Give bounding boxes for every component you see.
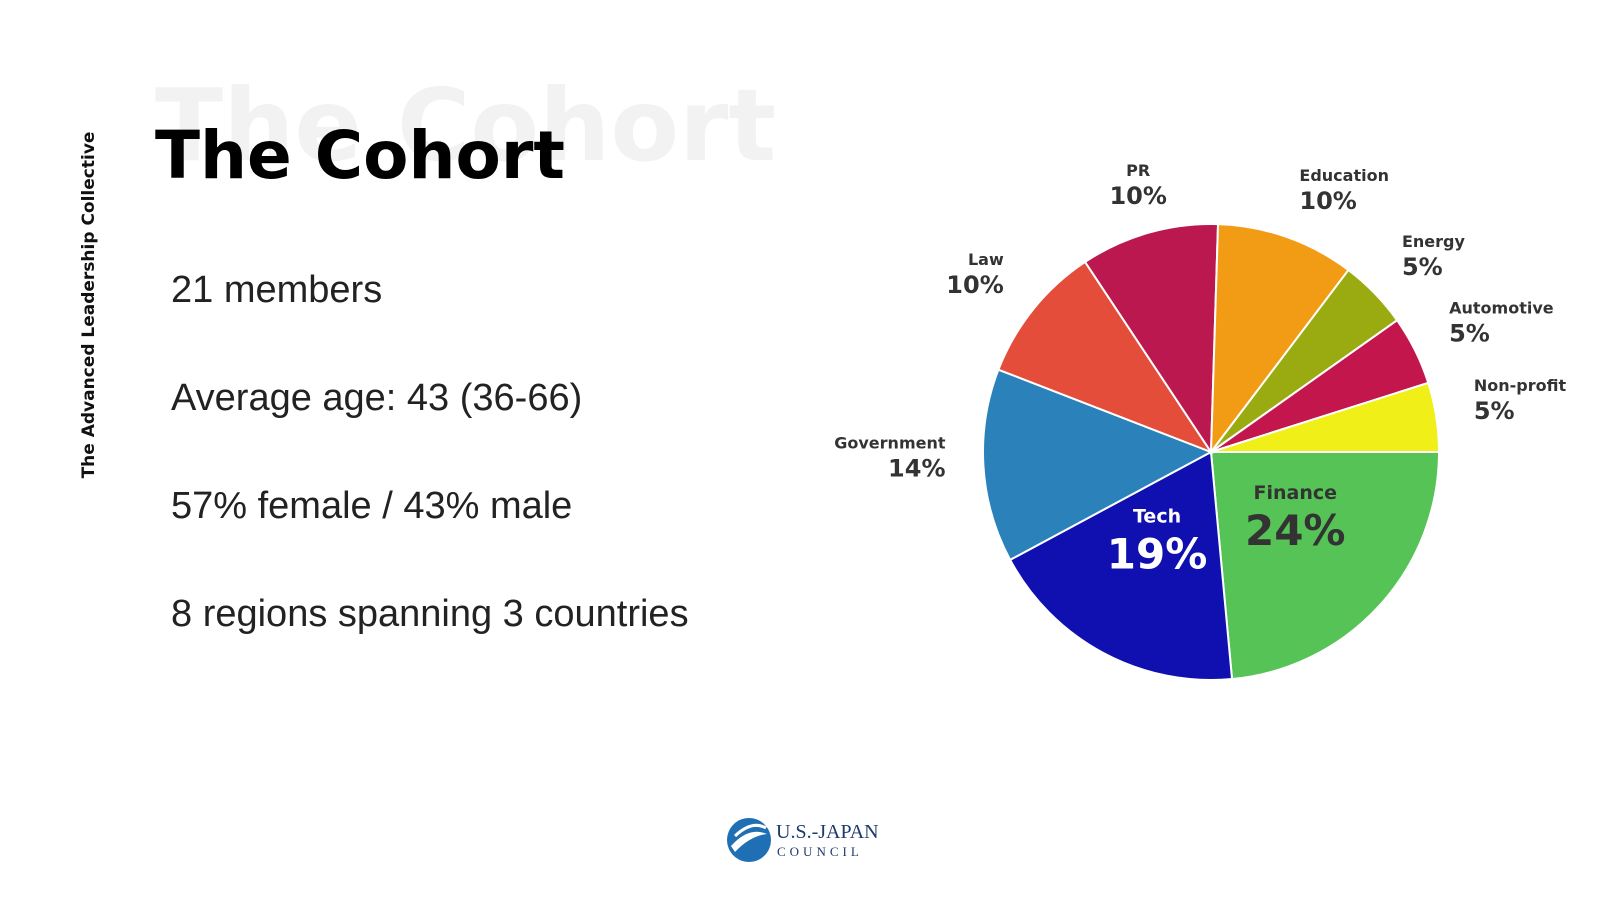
logo-sub: COUNCIL [777,844,863,859]
title-watermark: The Cohort [155,67,776,184]
pie-slice [1083,223,1220,456]
sidebar-label: The Advanced Leadership Collective [79,132,99,479]
slice-value: 24% [1245,506,1346,555]
slice-label: Law [968,250,1004,269]
slice-label: Government [834,433,946,452]
logo: U.S.-JAPAN COUNCIL [727,818,879,862]
slice-label: Education [1299,166,1389,185]
pie-slice [1008,450,1234,681]
pie-slice [1209,451,1441,681]
slice-label: Energy [1402,232,1466,251]
pie-slice [982,368,1214,562]
slice-value: 19% [1107,529,1208,578]
slice-label: Automotive [1449,298,1554,317]
fact-line: 21 members [171,269,382,311]
slice-value: 5% [1449,319,1490,347]
slice-label: Tech [1133,505,1181,527]
logo-swoosh [733,823,767,838]
pie-slice [1209,223,1350,456]
fact-line: 57% female / 43% male [171,485,572,527]
slice-value: 10% [1109,182,1166,210]
pie-slice [1210,381,1441,453]
slice-value: 10% [1299,187,1356,215]
slice-value: 14% [888,454,945,482]
slice-value: 10% [946,271,1003,299]
title: The Cohort [155,117,565,194]
slice-value: 5% [1474,397,1515,425]
slice-value: 5% [1402,253,1443,281]
slice-label: Non-profit [1474,376,1567,395]
pie-slice [997,260,1214,455]
slice-label: Finance [1253,482,1337,504]
logo-swoosh [731,831,767,852]
fact-line: 8 regions spanning 3 countries [171,593,689,635]
slice-label: PR [1126,161,1150,180]
logo-name: U.S.-JAPAN [776,821,879,843]
fact-line: Average age: 43 (36-66) [171,377,582,419]
